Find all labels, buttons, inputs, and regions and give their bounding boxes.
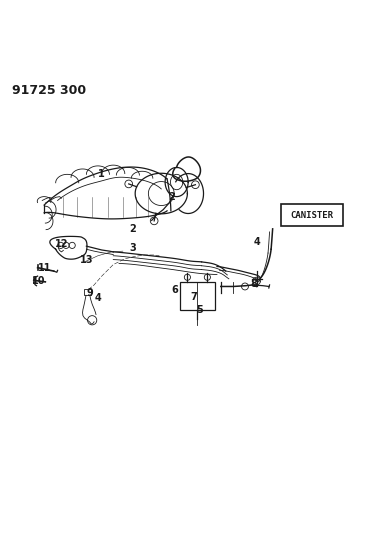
- Text: 10: 10: [31, 276, 45, 286]
- Text: 13: 13: [79, 255, 93, 264]
- Text: 9: 9: [87, 288, 94, 298]
- Text: 11: 11: [38, 263, 52, 273]
- Text: 91725 300: 91725 300: [12, 84, 86, 97]
- Text: 8: 8: [250, 279, 257, 289]
- Text: 12: 12: [55, 239, 68, 249]
- Text: 5: 5: [196, 304, 203, 314]
- Text: 1: 1: [98, 168, 105, 179]
- Text: 7: 7: [190, 292, 197, 302]
- Text: 2: 2: [169, 192, 175, 203]
- Text: 4: 4: [94, 293, 101, 303]
- Text: 3: 3: [129, 243, 136, 253]
- Text: 4: 4: [254, 237, 261, 247]
- Bar: [180, 282, 215, 310]
- FancyBboxPatch shape: [281, 204, 343, 226]
- Text: CANISTER: CANISTER: [291, 211, 333, 220]
- Text: 6: 6: [171, 285, 178, 295]
- Text: 2: 2: [129, 224, 136, 234]
- Bar: [84, 289, 91, 295]
